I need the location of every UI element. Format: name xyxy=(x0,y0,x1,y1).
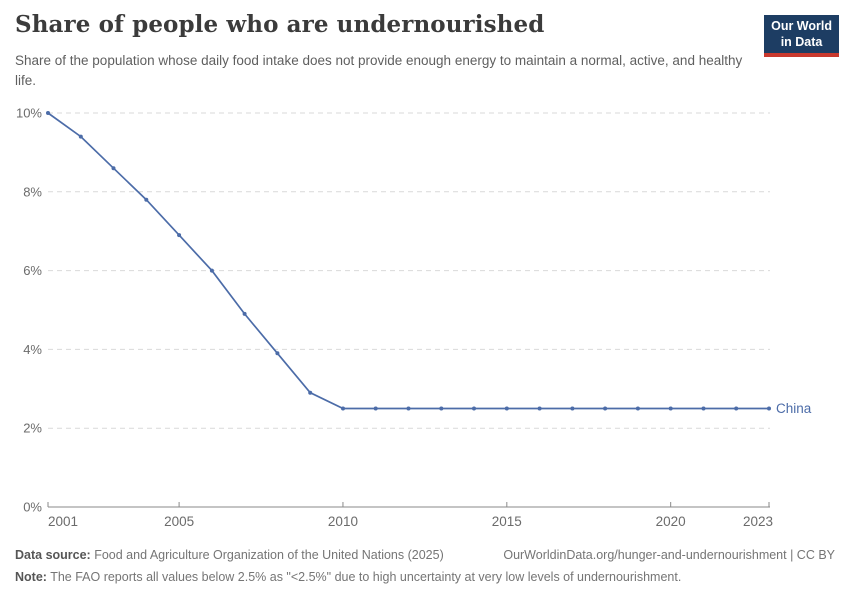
y-tick-label: 4% xyxy=(23,342,42,357)
data-point xyxy=(177,233,182,238)
data-point xyxy=(308,390,313,395)
data-point xyxy=(406,406,411,411)
data-point xyxy=(734,406,739,411)
data-source-label: Data source: xyxy=(15,548,91,562)
page-title: Share of people who are undernourished xyxy=(15,11,545,38)
note-label: Note: xyxy=(15,569,47,584)
x-tick-label: 2020 xyxy=(656,514,686,529)
y-tick-label: 2% xyxy=(23,421,42,436)
owid-logo: Our World in Data xyxy=(764,15,839,58)
data-point xyxy=(537,406,542,411)
data-point xyxy=(78,134,83,139)
series-label-china: China xyxy=(776,401,812,416)
x-tick-label: 2023 xyxy=(743,514,773,529)
note-value: The FAO reports all values below 2.5% as… xyxy=(50,569,682,584)
data-point xyxy=(504,406,509,411)
data-line-china xyxy=(47,112,769,410)
data-point xyxy=(341,406,345,411)
y-tick-label: 0% xyxy=(23,500,42,515)
data-point xyxy=(242,311,247,316)
data-point xyxy=(570,406,575,411)
data-point xyxy=(209,268,214,273)
x-tick-label: 2005 xyxy=(164,514,194,529)
data-point xyxy=(46,111,50,115)
x-tick-label: 2001 xyxy=(48,514,78,529)
data-point xyxy=(439,406,444,411)
data-source-text: Data source: Food and Agriculture Organi… xyxy=(15,547,444,564)
data-point xyxy=(275,351,280,356)
chart-subtitle: Share of the population whose daily food… xyxy=(15,53,743,88)
footer-note-row: Note: The FAO reports all values below 2… xyxy=(15,569,835,586)
footer-source-row: Data source: Food and Agriculture Organi… xyxy=(15,547,835,564)
y-tick-label: 6% xyxy=(23,263,42,278)
data-point xyxy=(701,406,706,411)
y-tick-label: 8% xyxy=(23,184,42,199)
chart-footer: Data source: Food and Agriculture Organi… xyxy=(15,547,835,586)
data-point xyxy=(603,406,608,411)
owid-url-link[interactable]: OurWorldinData.org/hunger-and-undernouri… xyxy=(503,548,835,562)
y-tick-label: 10% xyxy=(16,106,42,121)
owid-logo-line2: in Data xyxy=(780,34,823,49)
owid-logo-line1: Our World xyxy=(771,19,832,33)
data-point xyxy=(635,406,640,411)
data-point xyxy=(111,166,116,171)
data-source-value: Food and Agriculture Organization of the… xyxy=(94,548,444,562)
x-tick-label: 2010 xyxy=(328,514,358,529)
data-point xyxy=(472,406,476,411)
data-point xyxy=(668,406,673,411)
data-point xyxy=(144,197,149,202)
data-point xyxy=(767,406,771,411)
x-tick-label: 2015 xyxy=(492,514,522,529)
data-point xyxy=(373,406,378,411)
